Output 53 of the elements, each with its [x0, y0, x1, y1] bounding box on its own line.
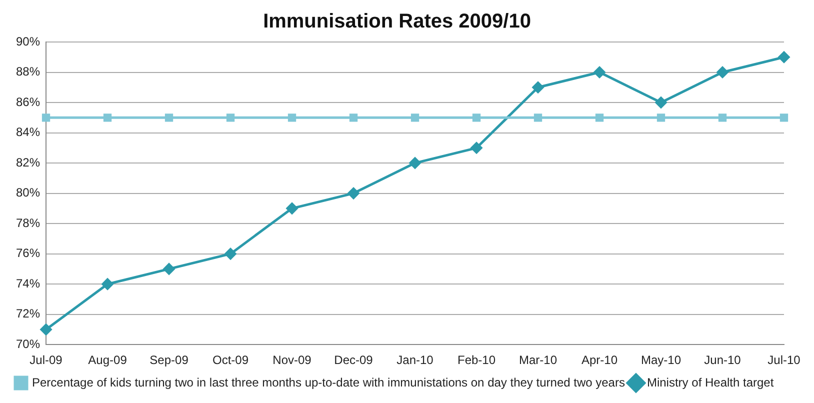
- point: [288, 114, 296, 122]
- y-tick-label: 80%: [16, 186, 40, 200]
- x-tick-label: Oct-09: [212, 353, 249, 368]
- y-tick-label: 88%: [16, 64, 40, 79]
- point: [716, 66, 728, 78]
- point: [102, 278, 114, 290]
- y-tick-label: 82%: [16, 155, 40, 170]
- point: [470, 142, 482, 154]
- point: [780, 114, 788, 122]
- point: [532, 82, 544, 94]
- point: [409, 157, 421, 169]
- legend-label: Ministry of Health target: [646, 375, 774, 390]
- point: [534, 114, 542, 122]
- x-tick-label: Jan-10: [396, 353, 434, 368]
- x-tick-label: May-10: [640, 353, 682, 368]
- x-tick-label: Aug-09: [88, 353, 128, 368]
- point: [224, 248, 236, 260]
- point: [286, 202, 298, 214]
- point: [594, 66, 606, 78]
- point: [718, 114, 727, 122]
- point: [42, 114, 50, 122]
- point: [103, 114, 112, 122]
- x-tick-label: Mar-10: [519, 353, 558, 368]
- legend-label: Percentage of kids turning two in last three months up-to-date with immunistations on day they turned two years: [32, 375, 625, 390]
- x-tick-label: Nov-09: [272, 353, 312, 368]
- point: [40, 324, 52, 336]
- y-tick-label: 84%: [16, 125, 40, 140]
- y-tick-label: 74%: [16, 276, 40, 290]
- x-tick-label: Jul-10: [768, 353, 801, 368]
- x-tick-label: Feb-10: [457, 353, 496, 368]
- y-tick-label: 78%: [16, 216, 40, 230]
- x-tick-label: Sep-09: [150, 353, 189, 368]
- point: [656, 114, 666, 122]
- x-tick-label: Apr-10: [581, 353, 618, 368]
- point: [410, 114, 420, 122]
- y-tick-label: 76%: [16, 246, 40, 260]
- x-tick-label: Jun-10: [704, 353, 742, 368]
- y-tick-label: 86%: [16, 94, 40, 109]
- chart-title: Immunisation Rates 2009/10: [263, 10, 531, 33]
- y-tick-label: 90%: [16, 34, 40, 48]
- point: [595, 114, 604, 122]
- point: [655, 96, 667, 108]
- point: [163, 263, 175, 275]
- point: [472, 114, 481, 122]
- point: [226, 114, 235, 122]
- y-tick-label: 70%: [16, 336, 40, 351]
- x-tick-label: Jul-09: [30, 353, 63, 368]
- point: [348, 188, 360, 200]
- point: [164, 114, 174, 122]
- x-tick-label: Dec-09: [334, 353, 374, 368]
- point: [778, 51, 790, 63]
- y-tick-label: 72%: [16, 306, 40, 321]
- point: [349, 114, 358, 122]
